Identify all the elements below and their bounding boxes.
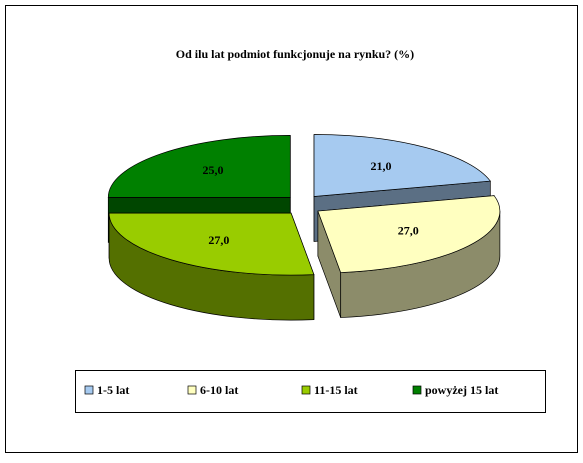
legend-label: 1-5 lat: [97, 383, 129, 397]
slice: [107, 135, 291, 198]
data-label: 27,0: [208, 233, 229, 247]
legend-label: 6-10 lat: [200, 383, 238, 397]
chart-title: Od ilu lat podmiot funkcjonuje na rynku?…: [176, 47, 414, 61]
data-label: 21,0: [370, 159, 391, 173]
slice: [108, 212, 315, 276]
data-label: 27,0: [398, 224, 419, 238]
legend-swatch: [187, 385, 197, 395]
legend-swatch: [84, 385, 94, 395]
slice: [317, 195, 501, 273]
legend-swatch: [412, 385, 422, 395]
legend-box: [75, 370, 546, 413]
legend-label: 11-15 lat: [314, 383, 358, 397]
data-label: 25,0: [203, 163, 224, 177]
legend-swatch: [301, 385, 311, 395]
legend-label: powyżej 15 lat: [425, 383, 498, 397]
slice: [313, 134, 491, 197]
